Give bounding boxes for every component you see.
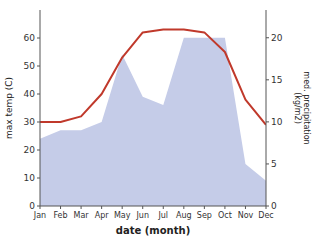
x-tick-label: Apr bbox=[95, 211, 110, 220]
left-axis-line bbox=[40, 10, 41, 206]
x-tick bbox=[245, 206, 246, 209]
y2-tick bbox=[266, 37, 269, 38]
y-tick bbox=[37, 38, 40, 39]
right-axis-line bbox=[266, 10, 267, 206]
x-tick bbox=[204, 206, 205, 209]
x-tick-label: Dec bbox=[258, 211, 273, 220]
x-tick-label: Jan bbox=[33, 211, 46, 220]
y2-axis-label-line: (kg/m2) bbox=[293, 92, 302, 124]
x-tick-label: May bbox=[114, 211, 131, 220]
x-tick bbox=[224, 206, 225, 209]
y2-tick bbox=[266, 163, 269, 164]
x-tick-label: Nov bbox=[238, 211, 254, 220]
x-tick bbox=[266, 206, 267, 209]
y-tick-label: 60 bbox=[24, 33, 36, 43]
y2-tick bbox=[266, 79, 269, 80]
y-tick-label: 50 bbox=[24, 61, 36, 71]
x-axis-label: date (month) bbox=[116, 225, 190, 236]
precip-area bbox=[40, 38, 266, 206]
x-tick-label: Jun bbox=[135, 211, 149, 220]
temp-line bbox=[40, 30, 266, 125]
y-tick-label: 0 bbox=[29, 201, 35, 211]
y-tick bbox=[37, 178, 40, 179]
plot-area bbox=[40, 30, 266, 206]
y2-tick-label: 5 bbox=[271, 159, 277, 169]
y2-tick-label: 10 bbox=[271, 117, 283, 127]
x-tick-label: Feb bbox=[53, 211, 67, 220]
x-tick-label: Sep bbox=[197, 211, 212, 220]
y-tick bbox=[37, 122, 40, 123]
x-axis-line bbox=[40, 206, 266, 207]
x-tick bbox=[101, 206, 102, 209]
x-tick bbox=[122, 206, 123, 209]
x-tick-label: Jul bbox=[157, 211, 168, 220]
x-tick bbox=[163, 206, 164, 209]
x-tick bbox=[183, 206, 184, 209]
y2-axis-label-line: med. precipitation bbox=[302, 71, 311, 144]
y-tick bbox=[37, 94, 40, 95]
y-tick-label: 30 bbox=[24, 117, 36, 127]
y-tick-label: 10 bbox=[24, 173, 36, 183]
y-axis-label: max temp (C) bbox=[4, 77, 14, 139]
y-tick bbox=[37, 66, 40, 67]
x-tick-label: Mar bbox=[74, 211, 90, 220]
y-tick bbox=[37, 150, 40, 151]
y-tick-label: 20 bbox=[24, 145, 36, 155]
y2-tick-label: 20 bbox=[271, 33, 283, 43]
x-tick-label: Aug bbox=[176, 211, 192, 220]
x-tick bbox=[60, 206, 61, 209]
x-tick bbox=[142, 206, 143, 209]
x-tick bbox=[40, 206, 41, 209]
y2-tick-label: 15 bbox=[271, 75, 282, 85]
y2-axis-label: med. precipitation(kg/m2) bbox=[293, 71, 312, 144]
y2-tick bbox=[266, 121, 269, 122]
x-tick bbox=[81, 206, 82, 209]
y-tick-label: 40 bbox=[24, 89, 36, 99]
y2-tick-label: 0 bbox=[271, 201, 277, 211]
x-tick-label: Oct bbox=[218, 211, 232, 220]
chart: 0 10 20 30 40 50 60 0 5 10 15 20 Jan Feb Mar Apr May Jun J… bbox=[0, 0, 318, 242]
